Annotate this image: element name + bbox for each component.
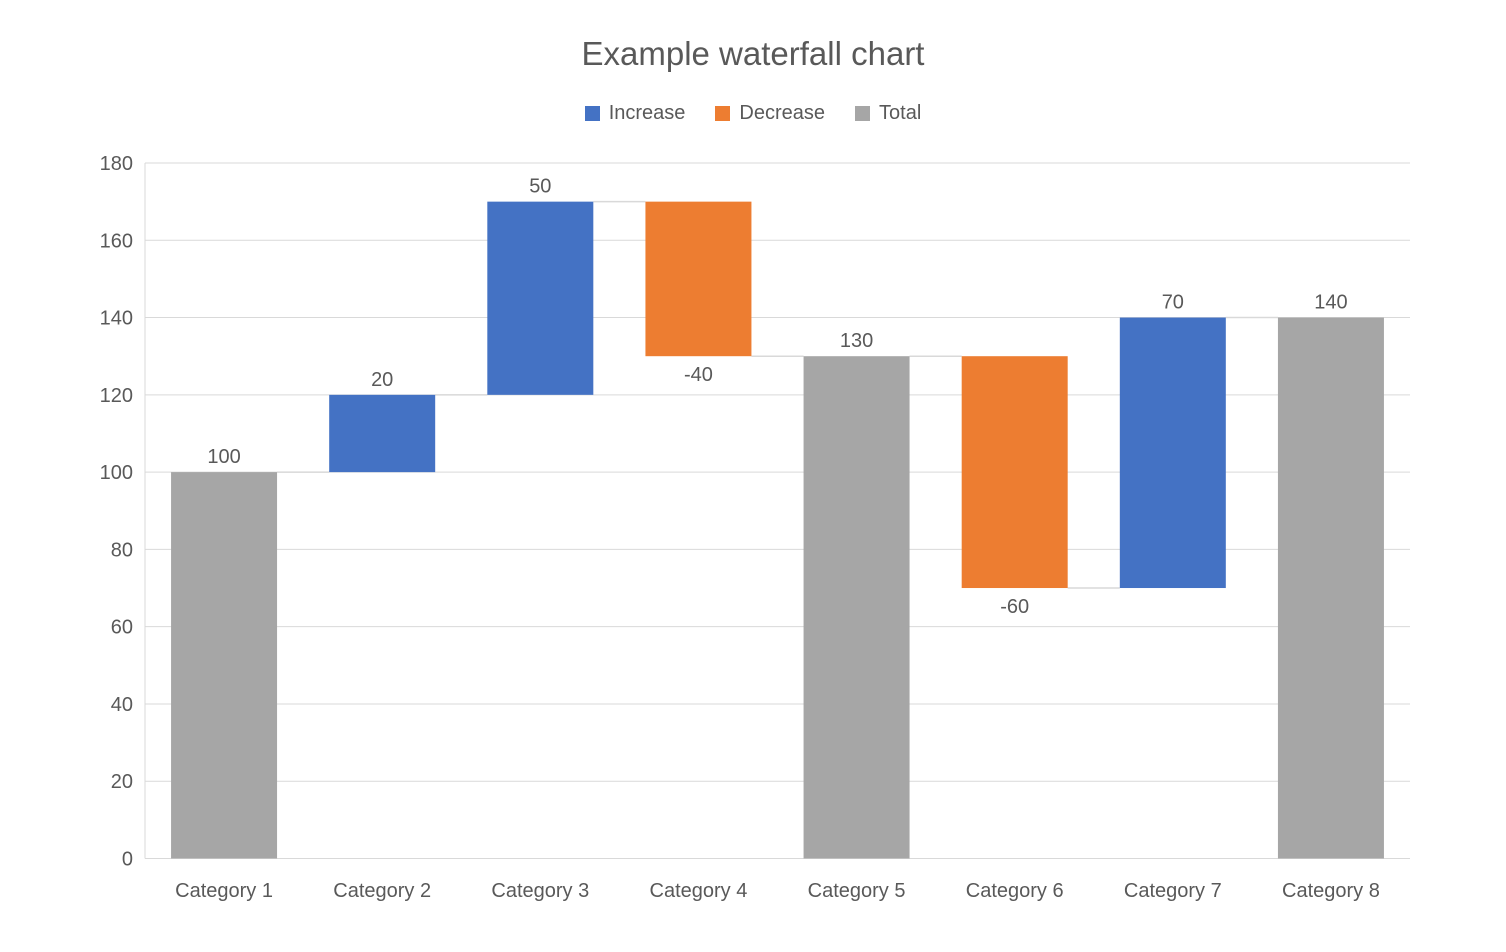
x-axis-label-3: Category 3	[491, 880, 589, 902]
bar-category-1[interactable]	[171, 472, 278, 859]
y-axis-label-40: 40	[111, 694, 133, 716]
bar-category-5[interactable]	[803, 356, 910, 859]
data-label-8: 140	[1314, 292, 1347, 314]
legend-item-total[interactable]: Total	[855, 102, 921, 125]
data-label-6: -60	[1000, 596, 1029, 618]
y-axis-label-120: 120	[100, 385, 133, 407]
y-axis-label-0: 0	[122, 849, 133, 871]
bar-category-8[interactable]	[1277, 317, 1384, 859]
y-axis-label-140: 140	[100, 308, 133, 330]
legend-item-decrease[interactable]: Decrease	[715, 102, 825, 125]
legend-item-increase[interactable]: Increase	[584, 102, 686, 125]
data-label-1: 100	[207, 446, 240, 468]
data-label-4: -40	[684, 364, 713, 386]
x-axis-label-2: Category 2	[333, 880, 431, 902]
legend-label-total: Total	[879, 102, 922, 124]
legend-label-increase: Increase	[608, 102, 686, 124]
data-label-7: 70	[1162, 292, 1184, 314]
y-axis-label-80: 80	[111, 539, 133, 561]
data-label-2: 20	[371, 369, 393, 391]
bar-category-3[interactable]	[487, 201, 594, 395]
x-axis-label-4: Category 4	[650, 880, 748, 902]
bar-category-2[interactable]	[329, 394, 436, 473]
y-axis-label-180: 180	[100, 153, 133, 175]
x-axis-label-1: Category 1	[175, 880, 273, 902]
legend-swatch-decrease-icon	[715, 106, 731, 121]
legend-swatch-total-icon	[855, 106, 871, 121]
legend-swatch-increase-icon	[584, 106, 600, 121]
chart-title: Example waterfall chart	[581, 35, 925, 72]
y-axis-label-20: 20	[111, 771, 133, 793]
bar-category-4[interactable]	[645, 201, 752, 357]
bar-category-7[interactable]	[1119, 317, 1226, 589]
bar-category-6[interactable]	[961, 356, 1068, 589]
data-label-3: 50	[529, 176, 551, 198]
x-axis-label-8: Category 8	[1282, 880, 1380, 902]
x-axis-label-5: Category 5	[808, 880, 906, 902]
data-label-5: 130	[840, 330, 873, 352]
y-axis-label-160: 160	[100, 230, 133, 252]
x-axis-label-7: Category 7	[1124, 880, 1222, 902]
legend-label-decrease: Decrease	[739, 102, 826, 124]
chart-legend: Increase Decrease Total	[0, 102, 1506, 125]
y-axis-label-100: 100	[100, 462, 133, 484]
y-axis-label-60: 60	[111, 617, 133, 639]
x-axis-label-6: Category 6	[966, 880, 1064, 902]
